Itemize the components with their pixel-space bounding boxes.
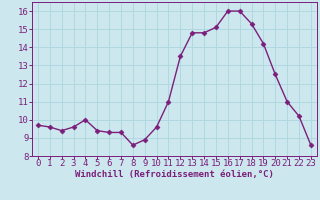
X-axis label: Windchill (Refroidissement éolien,°C): Windchill (Refroidissement éolien,°C) (75, 170, 274, 179)
